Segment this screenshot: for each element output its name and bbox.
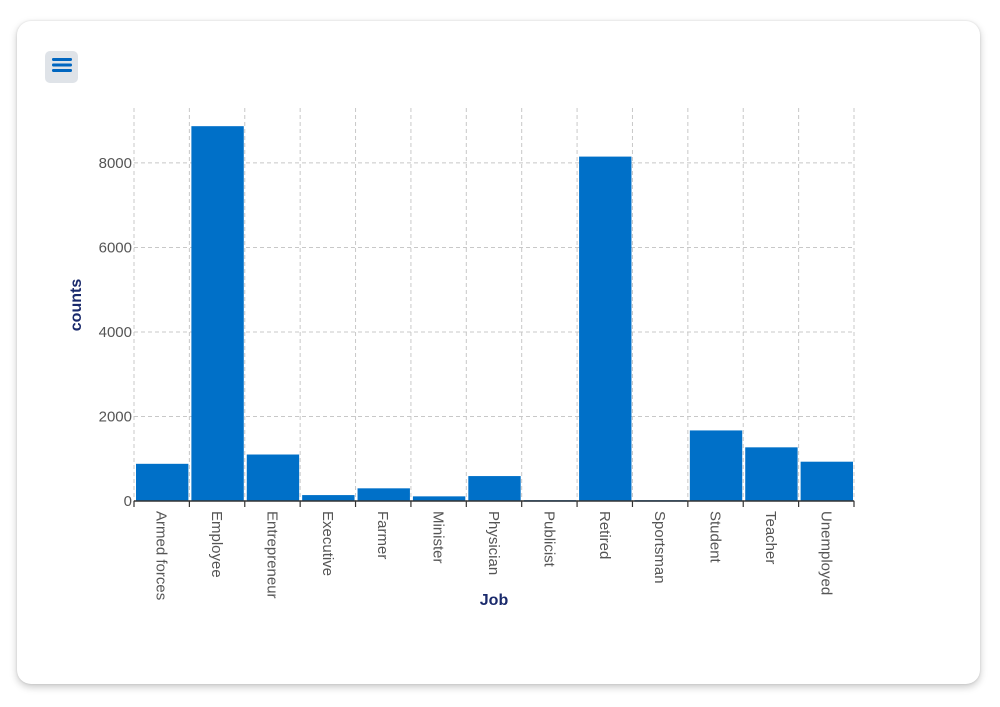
axes (133, 500, 855, 507)
bar (357, 488, 410, 501)
bar (689, 430, 743, 501)
x-tick-label: Unemployed (817, 511, 834, 595)
x-tick-label: Entrepreneur (263, 511, 280, 599)
x-tick-label: Armed forces (153, 511, 170, 600)
x-tick-label: Physician (485, 511, 502, 575)
x-tick-label: Executive (319, 511, 336, 576)
x-tick-label: Minister (430, 511, 447, 564)
x-tick-label: Farmer (374, 511, 391, 559)
bar (246, 454, 300, 501)
x-tick-label: Sportsman (651, 511, 668, 584)
y-tick-label: 2000 (99, 408, 132, 425)
chart-card (17, 21, 980, 684)
bar (468, 476, 521, 501)
bar (191, 126, 244, 502)
bar (800, 461, 853, 501)
x-axis-title: Job (480, 592, 509, 609)
x-tick-label: Retired (596, 511, 613, 559)
bar (302, 495, 355, 501)
y-tick-label: 0 (124, 493, 132, 510)
grid-lines (133, 108, 855, 501)
x-tick-label: Student (707, 511, 724, 564)
hamburger-menu-icon (51, 57, 72, 78)
y-tick-label: 6000 (99, 239, 132, 256)
y-tick-label: 8000 (99, 155, 132, 172)
y-axis-title: counts (68, 279, 85, 332)
bar (136, 463, 189, 501)
tick-labels: 0 2000 4000 6000 8000 Armed forces Employee Ent… (99, 155, 835, 600)
x-tick-label: Publicist (540, 511, 557, 568)
menu-button[interactable] (45, 51, 78, 83)
x-tick-label: Employee (208, 511, 225, 578)
bar (745, 447, 798, 501)
bars (136, 126, 853, 502)
x-tick-label: Teacher (762, 511, 779, 564)
y-tick-label: 4000 (99, 324, 132, 341)
bar (579, 156, 632, 501)
bar (412, 496, 466, 501)
